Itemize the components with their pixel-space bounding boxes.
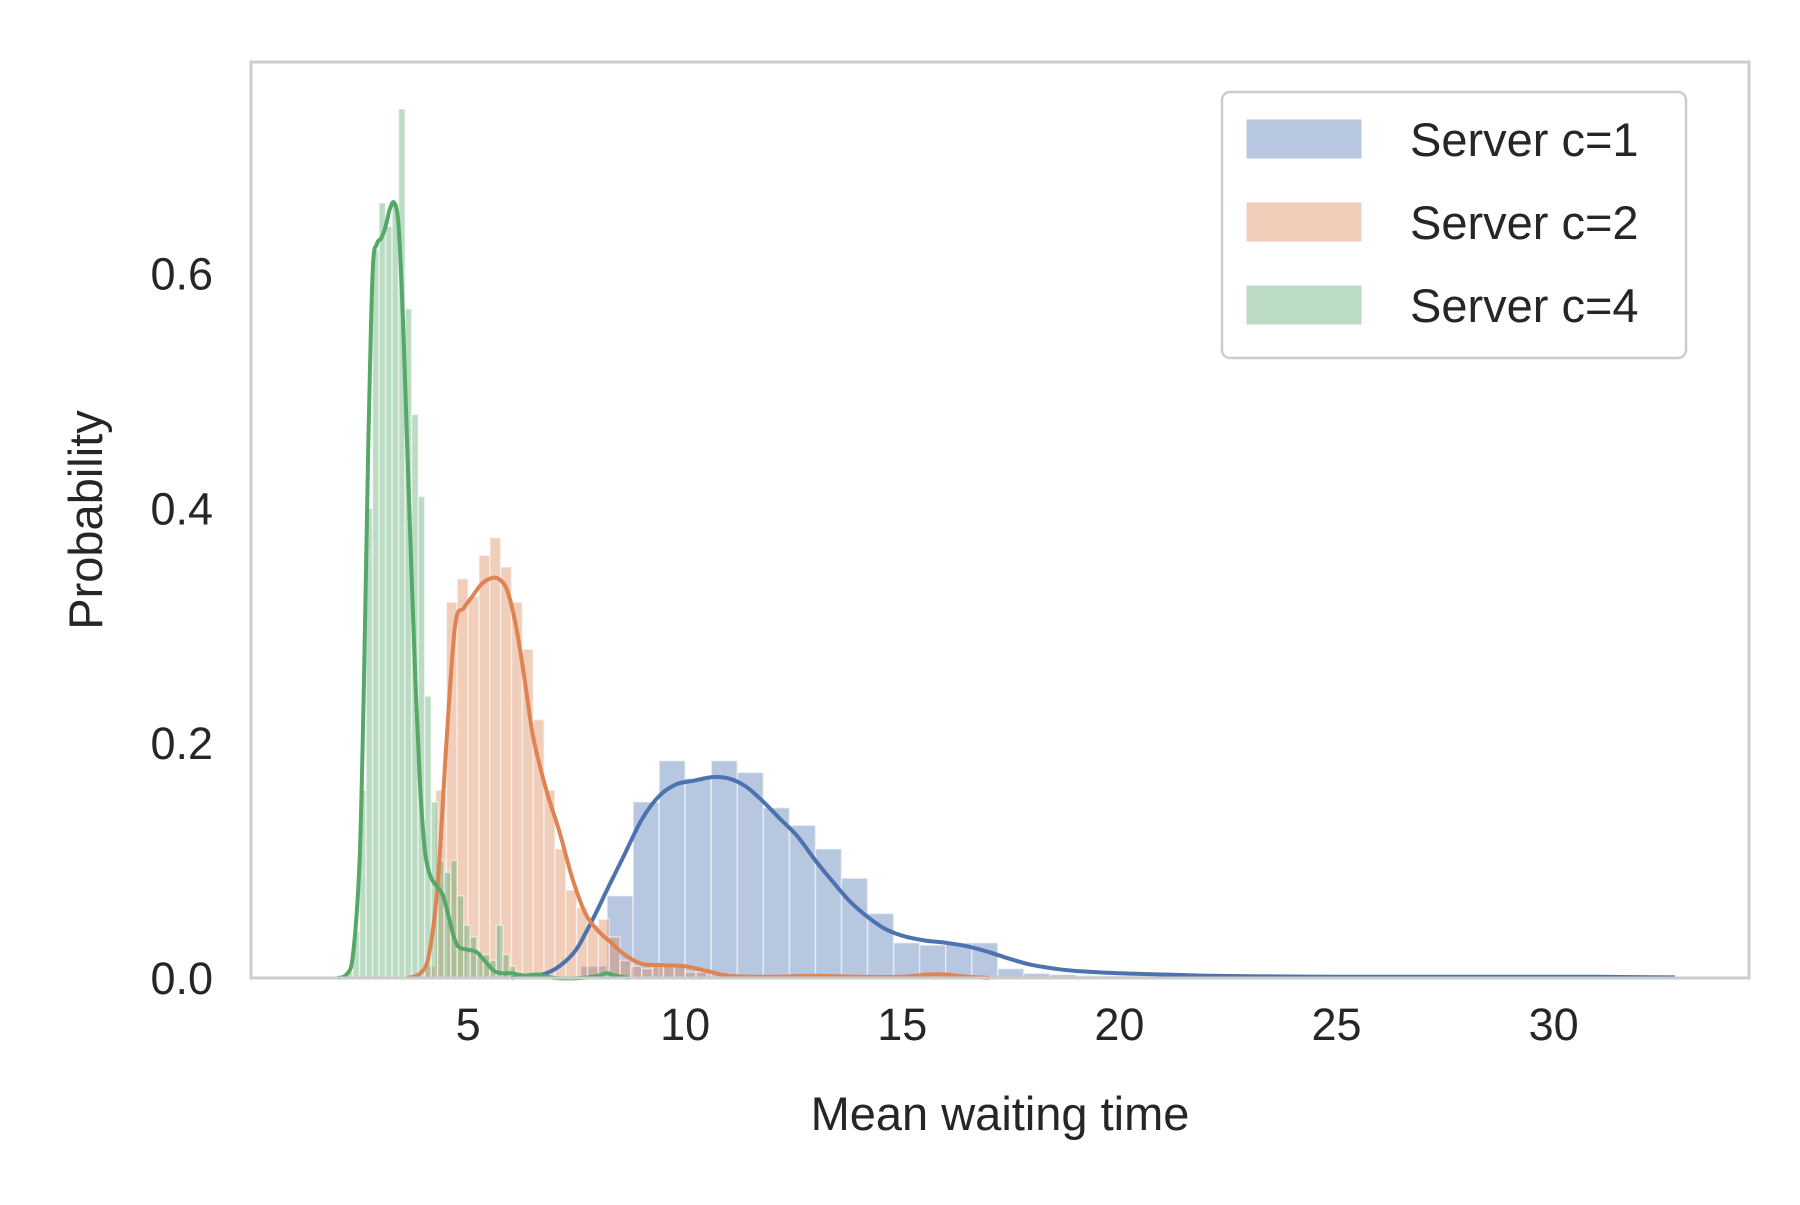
histogram-bar bbox=[371, 249, 380, 979]
legend-swatch bbox=[1245, 284, 1363, 326]
histogram-bar bbox=[684, 777, 713, 979]
x-axis-label: Mean waiting time bbox=[811, 1087, 1190, 1140]
histogram-bar bbox=[710, 759, 739, 979]
histogram-bar bbox=[478, 554, 491, 979]
legend-label: Server c=2 bbox=[1410, 196, 1639, 249]
x-tick-labels: 5 10 15 20 25 30 bbox=[456, 999, 1579, 1050]
histogram-bar bbox=[391, 202, 400, 979]
bars-server-c-4 bbox=[345, 108, 615, 979]
histogram-bar bbox=[467, 595, 480, 979]
x-tick-label: 30 bbox=[1529, 999, 1579, 1050]
legend-label: Server c=1 bbox=[1410, 113, 1639, 166]
bars-server-c-1 bbox=[580, 759, 1181, 979]
y-tick-label: 0.4 bbox=[150, 483, 213, 534]
histogram-bar bbox=[495, 924, 504, 979]
histogram-bar bbox=[866, 912, 895, 979]
x-tick-label: 20 bbox=[1094, 999, 1144, 1050]
y-tick-label: 0.6 bbox=[150, 248, 213, 299]
y-tick-label: 0.2 bbox=[150, 718, 213, 769]
legend: Server c=1 Server c=2 Server c=4 bbox=[1220, 90, 1688, 360]
histogram-bar bbox=[651, 965, 665, 979]
histogram-bars-layer bbox=[345, 108, 1181, 979]
histogram-bar bbox=[840, 877, 869, 979]
x-tick-label: 15 bbox=[877, 999, 927, 1050]
legend-swatch bbox=[1245, 118, 1363, 160]
histogram-bar bbox=[384, 225, 393, 979]
plot-frame bbox=[249, 60, 1751, 980]
histogram-bar bbox=[499, 566, 513, 979]
kde-curves-layer bbox=[337, 200, 1676, 981]
y-tick-labels: 0.0 0.2 0.4 0.6 bbox=[150, 248, 213, 1004]
histogram-bar bbox=[762, 806, 791, 979]
histogram-bar bbox=[586, 924, 600, 979]
histogram-bar bbox=[944, 942, 973, 979]
histogram-bar bbox=[736, 771, 765, 979]
y-axis-label: Probability bbox=[59, 410, 112, 630]
kde-curve-server-c-4 bbox=[337, 200, 630, 981]
histogram-bar bbox=[892, 942, 921, 979]
histogram-bar bbox=[378, 202, 387, 979]
histogram-bar bbox=[489, 536, 502, 979]
kde-curve-server-c-2 bbox=[406, 575, 990, 980]
histogram-bar bbox=[565, 889, 578, 979]
histogram-bar bbox=[554, 848, 567, 979]
histogram-bar bbox=[449, 859, 458, 979]
histogram-bar bbox=[788, 824, 817, 979]
histogram-bar bbox=[469, 936, 478, 979]
histogram-bar bbox=[630, 965, 643, 979]
y-tick-label: 0.0 bbox=[150, 953, 213, 1004]
kde-curve-server-c-1 bbox=[511, 774, 1676, 980]
x-tick-label: 25 bbox=[1311, 999, 1361, 1050]
legend-swatch bbox=[1245, 201, 1363, 243]
histogram-bar bbox=[597, 918, 610, 979]
x-tick-label: 5 bbox=[456, 999, 481, 1050]
histogram-bar bbox=[456, 895, 465, 979]
legend-label: Server c=4 bbox=[1410, 279, 1639, 332]
x-tick-label: 10 bbox=[660, 999, 710, 1050]
